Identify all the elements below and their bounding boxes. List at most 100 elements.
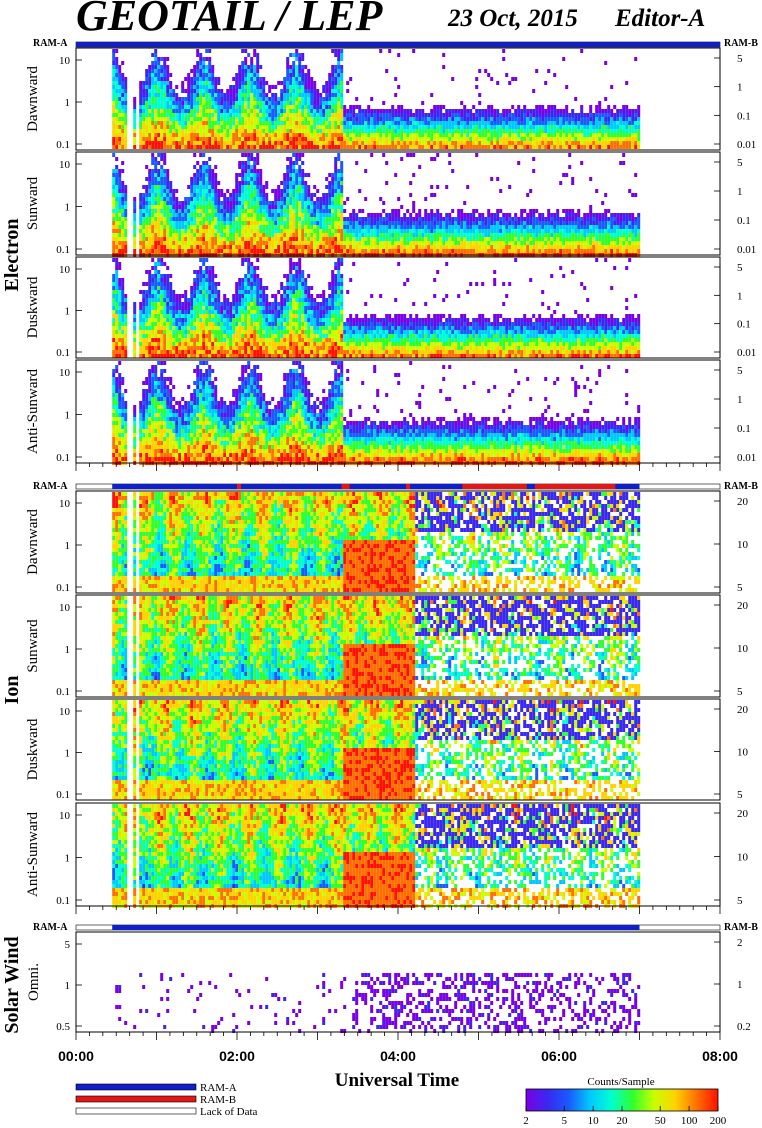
heat-cell: [139, 129, 142, 133]
heat-cell: [271, 101, 274, 105]
heat-cell: [550, 213, 553, 217]
heat-cell: [349, 137, 352, 141]
heat-cell: [544, 229, 547, 233]
heat-cell: [337, 229, 340, 233]
heat-cell: [211, 201, 214, 205]
heat-cell: [397, 117, 400, 121]
heat-cell: [364, 145, 367, 149]
heat-cell: [289, 225, 292, 229]
heat-cell: [382, 101, 385, 105]
heat-cell: [121, 193, 124, 197]
heat-cell: [208, 121, 211, 125]
heat-cell: [112, 217, 115, 221]
heat-cell: [235, 121, 238, 125]
heat-cell: [421, 249, 424, 253]
heat-cell: [226, 221, 229, 225]
heat-cell: [214, 229, 217, 233]
heat-cell: [298, 249, 301, 253]
heat-cell: [169, 133, 172, 137]
heat-cell: [241, 85, 244, 89]
heat-cell: [295, 233, 298, 237]
heat-cell: [361, 245, 364, 249]
heat-cell: [289, 97, 292, 101]
heat-cell: [187, 73, 190, 77]
heat-cell: [193, 181, 196, 185]
heat-cell: [298, 189, 301, 193]
heat-cell: [232, 89, 235, 93]
heat-cell: [202, 245, 205, 249]
heat-cell: [415, 137, 418, 141]
heat-cell: [568, 237, 571, 241]
heat-cell: [625, 105, 628, 109]
heat-cell: [205, 201, 208, 205]
heat-cell: [175, 145, 178, 149]
heat-cell: [574, 141, 577, 145]
heat-cell: [331, 193, 334, 197]
heat-cell: [154, 97, 157, 101]
heat-cell: [202, 209, 205, 213]
heat-cell: [451, 217, 454, 221]
heat-cell: [313, 101, 316, 105]
heat-cell: [445, 113, 448, 117]
heat-cell: [142, 241, 145, 245]
heat-cell: [277, 193, 280, 197]
heat-cell: [454, 125, 457, 129]
heat-cell: [607, 109, 610, 113]
heat-cell: [112, 233, 115, 237]
heat-cell: [301, 121, 304, 125]
heat-cell: [253, 101, 256, 105]
heat-cell: [415, 129, 418, 133]
heat-cell: [292, 93, 295, 97]
heat-cell: [439, 117, 442, 121]
heat-cell: [295, 209, 298, 213]
heat-cell: [142, 93, 145, 97]
heat-cell: [262, 81, 265, 85]
heat-cell: [193, 97, 196, 101]
heat-cell: [550, 125, 553, 129]
heat-cell: [190, 225, 193, 229]
heat-cell: [121, 205, 124, 209]
heat-cell: [217, 113, 220, 117]
heat-cell: [472, 145, 475, 149]
heat-cell: [337, 109, 340, 113]
heat-cell: [172, 129, 175, 133]
heat-cell: [331, 85, 334, 89]
heat-cell: [430, 209, 433, 213]
heat-cell: [511, 133, 514, 137]
heat-cell: [538, 125, 541, 129]
heat-cell: [298, 225, 301, 229]
heat-cell: [232, 193, 235, 197]
heat-cell: [496, 213, 499, 217]
heat-cell: [451, 233, 454, 237]
heat-cell: [223, 233, 226, 237]
heat-cell: [316, 125, 319, 129]
heat-cell: [253, 65, 256, 69]
heat-cell: [484, 113, 487, 117]
heat-cell: [427, 145, 430, 149]
heat-cell: [568, 249, 571, 253]
heat-cell: [358, 249, 361, 253]
heat-cell: [115, 173, 118, 177]
heat-cell: [286, 193, 289, 197]
heat-cell: [610, 85, 613, 89]
heat-cell: [325, 133, 328, 137]
heat-cell: [421, 137, 424, 141]
heat-cell: [247, 97, 250, 101]
heat-cell: [589, 117, 592, 121]
heat-cell: [391, 237, 394, 241]
heat-cell: [202, 129, 205, 133]
heat-cell: [580, 125, 583, 129]
heat-cell: [250, 137, 253, 141]
heat-cell: [166, 69, 169, 73]
heat-cell: [355, 137, 358, 141]
heat-cell: [604, 109, 607, 113]
heat-cell: [178, 117, 181, 121]
heat-cell: [187, 185, 190, 189]
heat-cell: [250, 65, 253, 69]
heat-cell: [205, 81, 208, 85]
heat-cell: [166, 65, 169, 69]
heat-cell: [394, 109, 397, 113]
heat-cell: [589, 113, 592, 117]
heat-cell: [553, 113, 556, 117]
heat-cell: [238, 113, 241, 117]
